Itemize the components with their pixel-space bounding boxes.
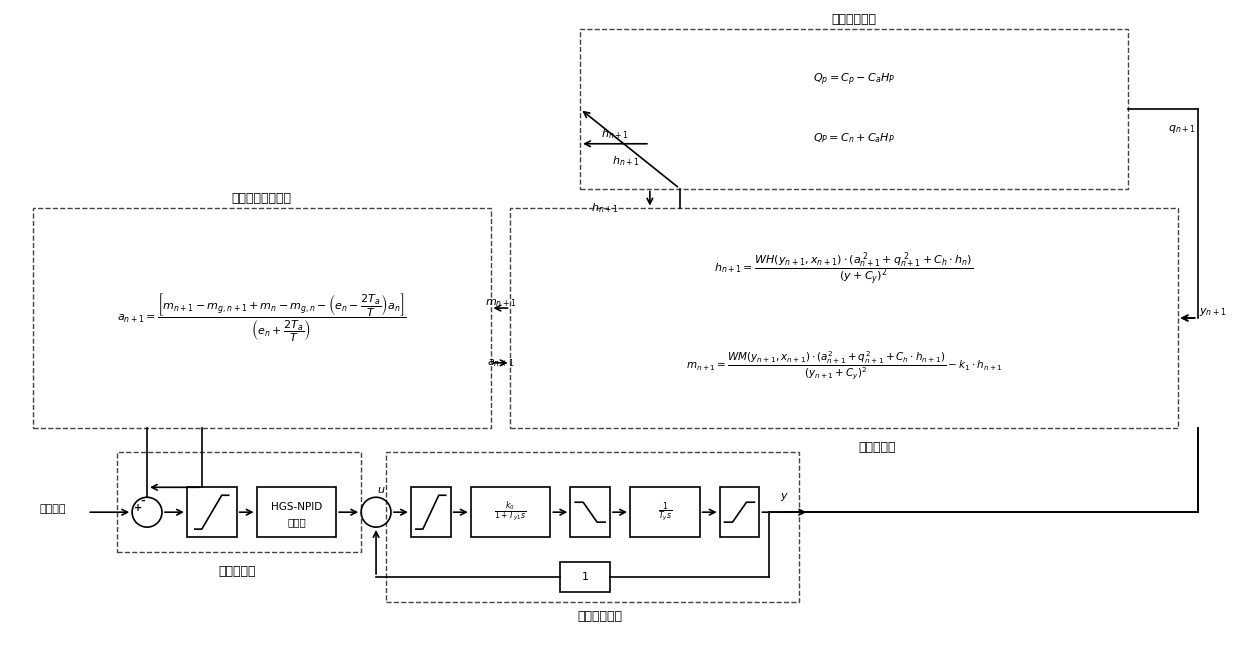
Text: 控制器: 控制器 [286, 517, 306, 527]
Text: $Q_P = C_n + C_a H_P$: $Q_P = C_n + C_a H_P$ [813, 131, 895, 145]
Text: $h_{n+1}$: $h_{n+1}$ [591, 202, 619, 215]
Text: $h_{n+1}$: $h_{n+1}$ [601, 127, 629, 141]
Bar [386, 452, 800, 602]
Bar [511, 209, 1178, 428]
Text: -: - [141, 495, 145, 505]
Bar [630, 487, 699, 537]
Text: 液压执行机构: 液压执行机构 [578, 610, 622, 623]
Bar [117, 452, 361, 552]
Text: 有压过水系统: 有压过水系统 [832, 13, 877, 26]
Text: 微机调节器: 微机调节器 [218, 566, 255, 579]
Bar [580, 29, 1128, 189]
Text: 1: 1 [582, 572, 589, 582]
Text: $h_{n+1} = \dfrac{WH(y_{n+1},x_{n+1})\cdot(a_{n+1}^{\ 2}+q_{n+1}^{\ 2}+C_h\cdot : $h_{n+1} = \dfrac{WH(y_{n+1},x_{n+1})\cd… [714, 251, 973, 288]
Text: $h_{n+1}$: $h_{n+1}$ [613, 154, 640, 168]
Text: $a_{n+1}$: $a_{n+1}$ [487, 357, 515, 369]
Text: $a_{n+1} = \dfrac{\left[m_{n+1}-m_{g,n+1}+m_n-m_{g,n}-\left(e_n-\dfrac{2T_a}{T}\: $a_{n+1} = \dfrac{\left[m_{n+1}-m_{g,n+1… [117, 292, 407, 344]
Text: $Q_p = C_p - C_a H_P$: $Q_p = C_p - C_a H_P$ [813, 72, 895, 88]
Text: $m_{n+1}$: $m_{n+1}$ [485, 297, 516, 309]
Bar [410, 487, 450, 537]
Text: $m_{n+1} = \dfrac{WM(y_{n+1},x_{n+1})\cdot(a_{n+1}^2+q_{n+1}^2+C_h\cdot h_{n+1}): $m_{n+1} = \dfrac{WM(y_{n+1},x_{n+1})\cd… [686, 350, 1002, 382]
Bar [257, 487, 336, 537]
Bar [719, 487, 759, 537]
Text: HGS-NPID: HGS-NPID [270, 502, 322, 512]
Bar [471, 487, 551, 537]
Text: 水泵水轮机: 水泵水轮机 [858, 441, 897, 454]
Text: $q_{n+1}$: $q_{n+1}$ [1168, 123, 1195, 135]
Text: 转速给定: 转速给定 [40, 504, 66, 515]
Bar [187, 487, 237, 537]
Text: 发电电动机及负载: 发电电动机及负载 [232, 192, 291, 205]
Text: $u$: $u$ [377, 485, 386, 495]
Text: $\frac{1}{T_y s}$: $\frac{1}{T_y s}$ [657, 500, 672, 524]
Bar [570, 487, 610, 537]
Bar [32, 209, 491, 428]
Text: $y$: $y$ [780, 491, 789, 503]
Text: $y_{n+1}$: $y_{n+1}$ [1199, 306, 1226, 318]
Bar [560, 562, 610, 592]
Text: $\frac{k_0}{1+T_{y1}s}$: $\frac{k_0}{1+T_{y1}s}$ [495, 500, 527, 525]
Text: +: + [134, 503, 143, 513]
